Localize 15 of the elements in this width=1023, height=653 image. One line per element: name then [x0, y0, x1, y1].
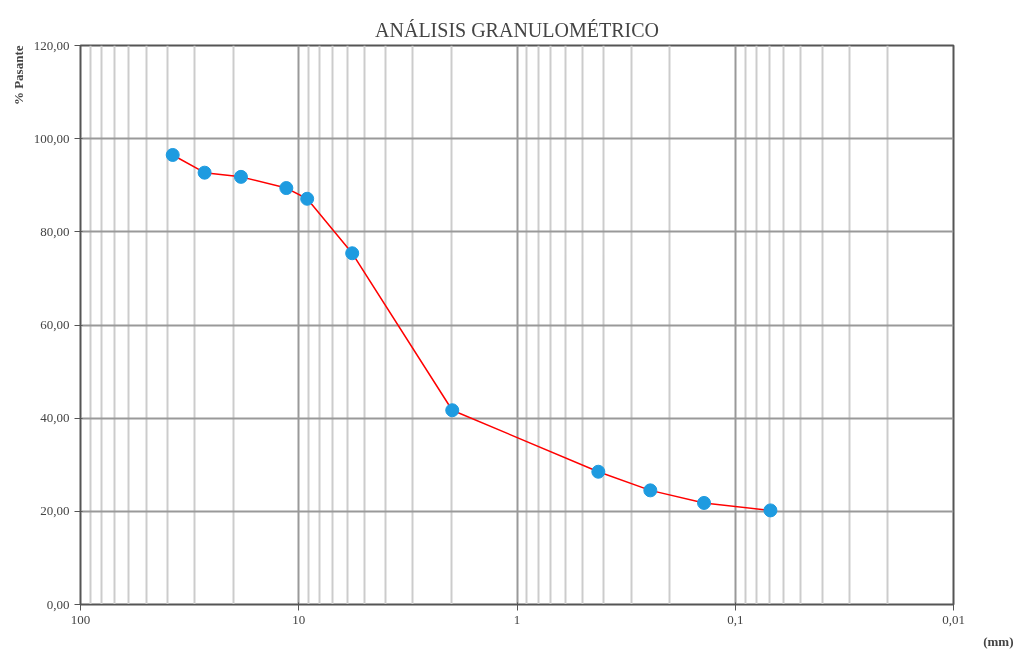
x-tick-label: 0,1 — [727, 611, 744, 627]
y-tick-label: 60,00 — [40, 317, 70, 332]
x-tick-label: 1 — [513, 611, 521, 627]
y-tick-label: 80,00 — [40, 223, 70, 239]
y-tick-label: 100,00 — [33, 130, 70, 146]
y-tick-label: 40,00 — [40, 410, 70, 426]
y-tick-label: 20,00 — [40, 503, 70, 519]
y-tick-label: 0,00 — [46, 596, 70, 612]
x-tick-label: 100 — [70, 611, 91, 627]
x-tick-label: 0,01 — [942, 611, 965, 627]
chart-title: ANÁLISIS GRANULOMÉTRICO — [375, 18, 659, 41]
y-tick-label: 120,00 — [33, 37, 70, 53]
x-axis-title: (mm) — [983, 633, 1014, 649]
y-axis-title: % Pasante — [10, 45, 26, 106]
x-tick-label: 10 — [292, 611, 306, 627]
